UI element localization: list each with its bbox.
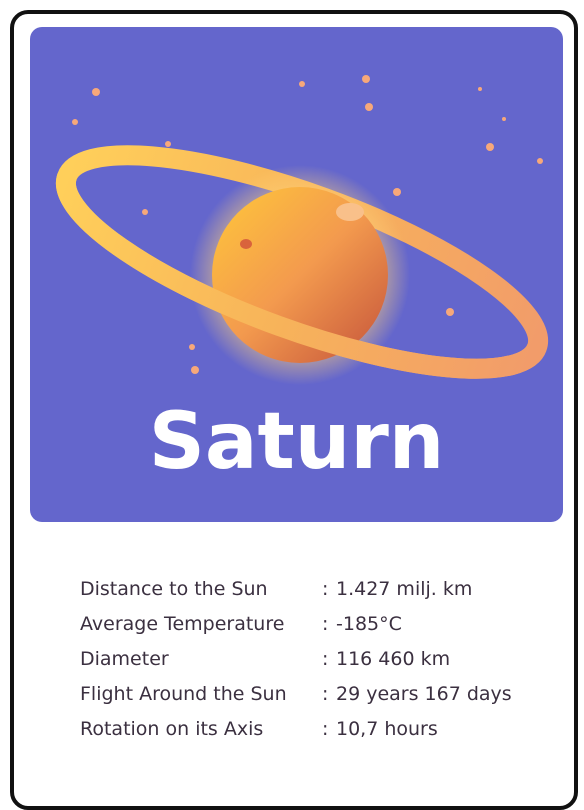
fact-value: 1.427 milj. km <box>336 572 472 607</box>
fact-value: 116 460 km <box>336 642 450 677</box>
highlight <box>336 203 364 221</box>
spot <box>240 239 252 249</box>
fact-label: Flight Around the Sun <box>80 677 287 712</box>
fact-label: Distance to the Sun <box>80 572 268 607</box>
fact-label: Average Temperature <box>80 607 284 642</box>
separator: : <box>322 572 328 607</box>
fact-label: Rotation on its Axis <box>80 712 263 747</box>
separator: : <box>322 677 328 712</box>
fact-label: Diameter <box>80 642 169 677</box>
fact-value: 29 years 167 days <box>336 677 512 712</box>
fact-value: 10,7 hours <box>336 712 438 747</box>
separator: : <box>322 642 328 677</box>
separator: : <box>322 712 328 747</box>
separator: : <box>322 607 328 642</box>
illustration-panel: Saturn <box>30 27 563 522</box>
title: Saturn <box>30 392 563 492</box>
page: {"title": "Saturn", "separator": ":", "f… <box>0 0 584 796</box>
fact-value: -185°C <box>336 607 402 642</box>
